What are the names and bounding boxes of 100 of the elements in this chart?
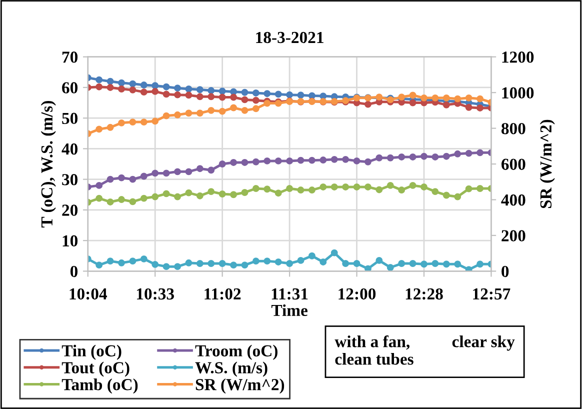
- point: [96, 83, 103, 90]
- point: [241, 159, 248, 166]
- point: [364, 184, 372, 190]
- point: [208, 188, 215, 196]
- point: [196, 165, 204, 172]
- point: [218, 94, 226, 101]
- point: [196, 93, 204, 100]
- point: [118, 174, 125, 182]
- point: [286, 185, 294, 192]
- text: with a fan, clear sky clean tubes: [334, 335, 515, 365]
- point: [218, 260, 226, 267]
- point: [286, 260, 294, 267]
- point: [230, 262, 237, 269]
- x-tick-label: 12:28: [406, 288, 443, 300]
- point: [252, 158, 260, 166]
- point: [96, 194, 103, 202]
- point: [106, 78, 114, 85]
- point: [185, 86, 192, 92]
- point: [297, 156, 304, 164]
- point: [442, 260, 450, 268]
- point: [118, 196, 125, 203]
- y2-tick-label: 1200: [502, 52, 534, 63]
- point: [398, 153, 406, 160]
- legend-label: Tamb (oC): [62, 378, 138, 394]
- point: [208, 106, 215, 114]
- point: [398, 260, 406, 267]
- point: [218, 108, 226, 115]
- point: [185, 110, 192, 117]
- point: [230, 159, 237, 166]
- x-tick-label: 10:04: [70, 288, 108, 300]
- point: [465, 94, 472, 102]
- point: [129, 86, 136, 94]
- point: [386, 154, 394, 162]
- point: [174, 91, 181, 98]
- point: [297, 92, 304, 99]
- point: [376, 256, 383, 264]
- point: [308, 92, 316, 100]
- point: [106, 124, 114, 131]
- point: [96, 76, 103, 84]
- point: [252, 258, 260, 265]
- point: [364, 265, 372, 272]
- point: [96, 262, 103, 269]
- point: [264, 157, 271, 164]
- point: [208, 87, 215, 94]
- legend-label: Tin (oC): [62, 344, 122, 360]
- point: [96, 126, 103, 133]
- point: [420, 260, 428, 268]
- point: [140, 82, 148, 88]
- y2-tick-label: 1000: [502, 87, 534, 99]
- point: [465, 104, 472, 111]
- point: [432, 188, 439, 196]
- point: [129, 198, 136, 206]
- point: [241, 96, 248, 104]
- y-tick-label: 40: [62, 143, 78, 155]
- point: [330, 184, 338, 190]
- point: [342, 156, 350, 163]
- y-tick-label: 20: [62, 204, 78, 216]
- x-tick-label: 12:57: [473, 288, 510, 300]
- point: [274, 157, 282, 164]
- point: [118, 259, 125, 266]
- point: [218, 190, 226, 198]
- point: [162, 190, 170, 198]
- point: [152, 170, 159, 177]
- point: [162, 263, 170, 270]
- point: [442, 192, 450, 199]
- point: [129, 80, 136, 88]
- x-tick-label: 11:31: [272, 288, 308, 300]
- point: [129, 258, 136, 265]
- point: [454, 260, 462, 268]
- point: [353, 260, 360, 267]
- point: [376, 186, 383, 194]
- y-tick-label: 0: [70, 266, 78, 278]
- point: [264, 258, 271, 265]
- legend-label: SR (W/m^2): [196, 378, 284, 394]
- point: [465, 185, 472, 192]
- x-tick-label: 12:00: [338, 288, 376, 300]
- point: [162, 170, 170, 177]
- legend-label: Tout (oC): [62, 362, 130, 377]
- point: [442, 101, 450, 108]
- point: [140, 118, 148, 126]
- x-axis-title: Time: [271, 304, 308, 316]
- point: [241, 106, 248, 114]
- point: [320, 184, 327, 190]
- point: [286, 157, 294, 164]
- point: [376, 154, 383, 162]
- point: [409, 260, 416, 267]
- point: [454, 193, 462, 200]
- point: [140, 255, 148, 262]
- point: [218, 160, 226, 168]
- point: [196, 192, 204, 200]
- point: [364, 158, 372, 166]
- point: [364, 100, 372, 108]
- point: [264, 186, 271, 193]
- point: [140, 172, 148, 180]
- y2-tick-label: 600: [502, 158, 526, 170]
- point: [386, 264, 394, 271]
- point: [106, 198, 114, 206]
- point: [274, 90, 282, 98]
- y-tick-label: 30: [62, 174, 78, 186]
- point: [218, 88, 226, 95]
